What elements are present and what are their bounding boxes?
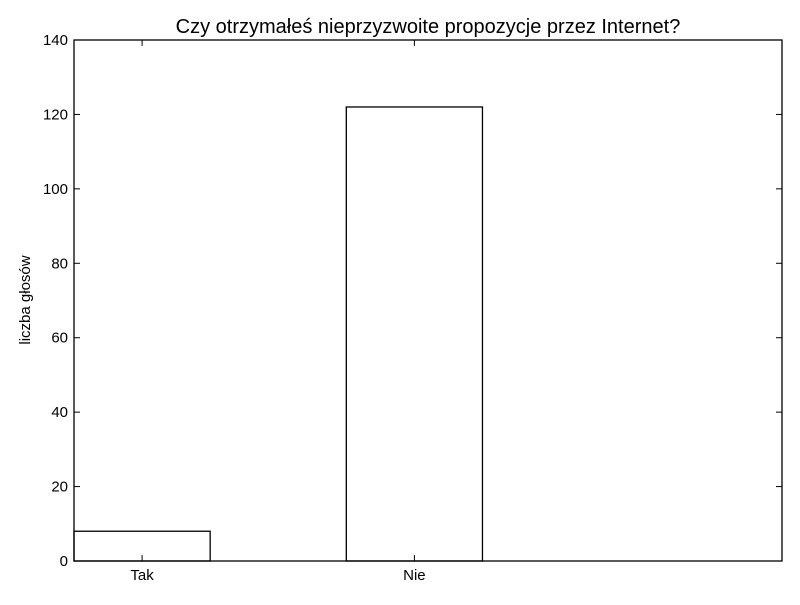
y-tick-label: 20: [51, 479, 68, 496]
bar-nie: [345, 106, 484, 562]
y-tick-label: 120: [43, 106, 68, 123]
plot-area: Tak Nie 0 20 40 60 80 100 120 140: [43, 32, 783, 584]
y-tick-label: 60: [51, 330, 68, 347]
y-tick-label: 0: [60, 553, 68, 570]
y-axis-label: liczba głosów: [17, 255, 34, 344]
y-tick-label: 140: [43, 32, 68, 49]
x-tick-label: Tak: [130, 567, 154, 584]
chart-title: Czy otrzymałeś nieprzyzwoite propozycje …: [176, 16, 681, 38]
plot-frame: [73, 39, 783, 562]
y-tick-label: 80: [51, 255, 68, 272]
y-tick-label: 40: [51, 404, 68, 421]
y-tick-label: 100: [43, 181, 68, 198]
x-tick-label: Nie: [403, 567, 426, 584]
